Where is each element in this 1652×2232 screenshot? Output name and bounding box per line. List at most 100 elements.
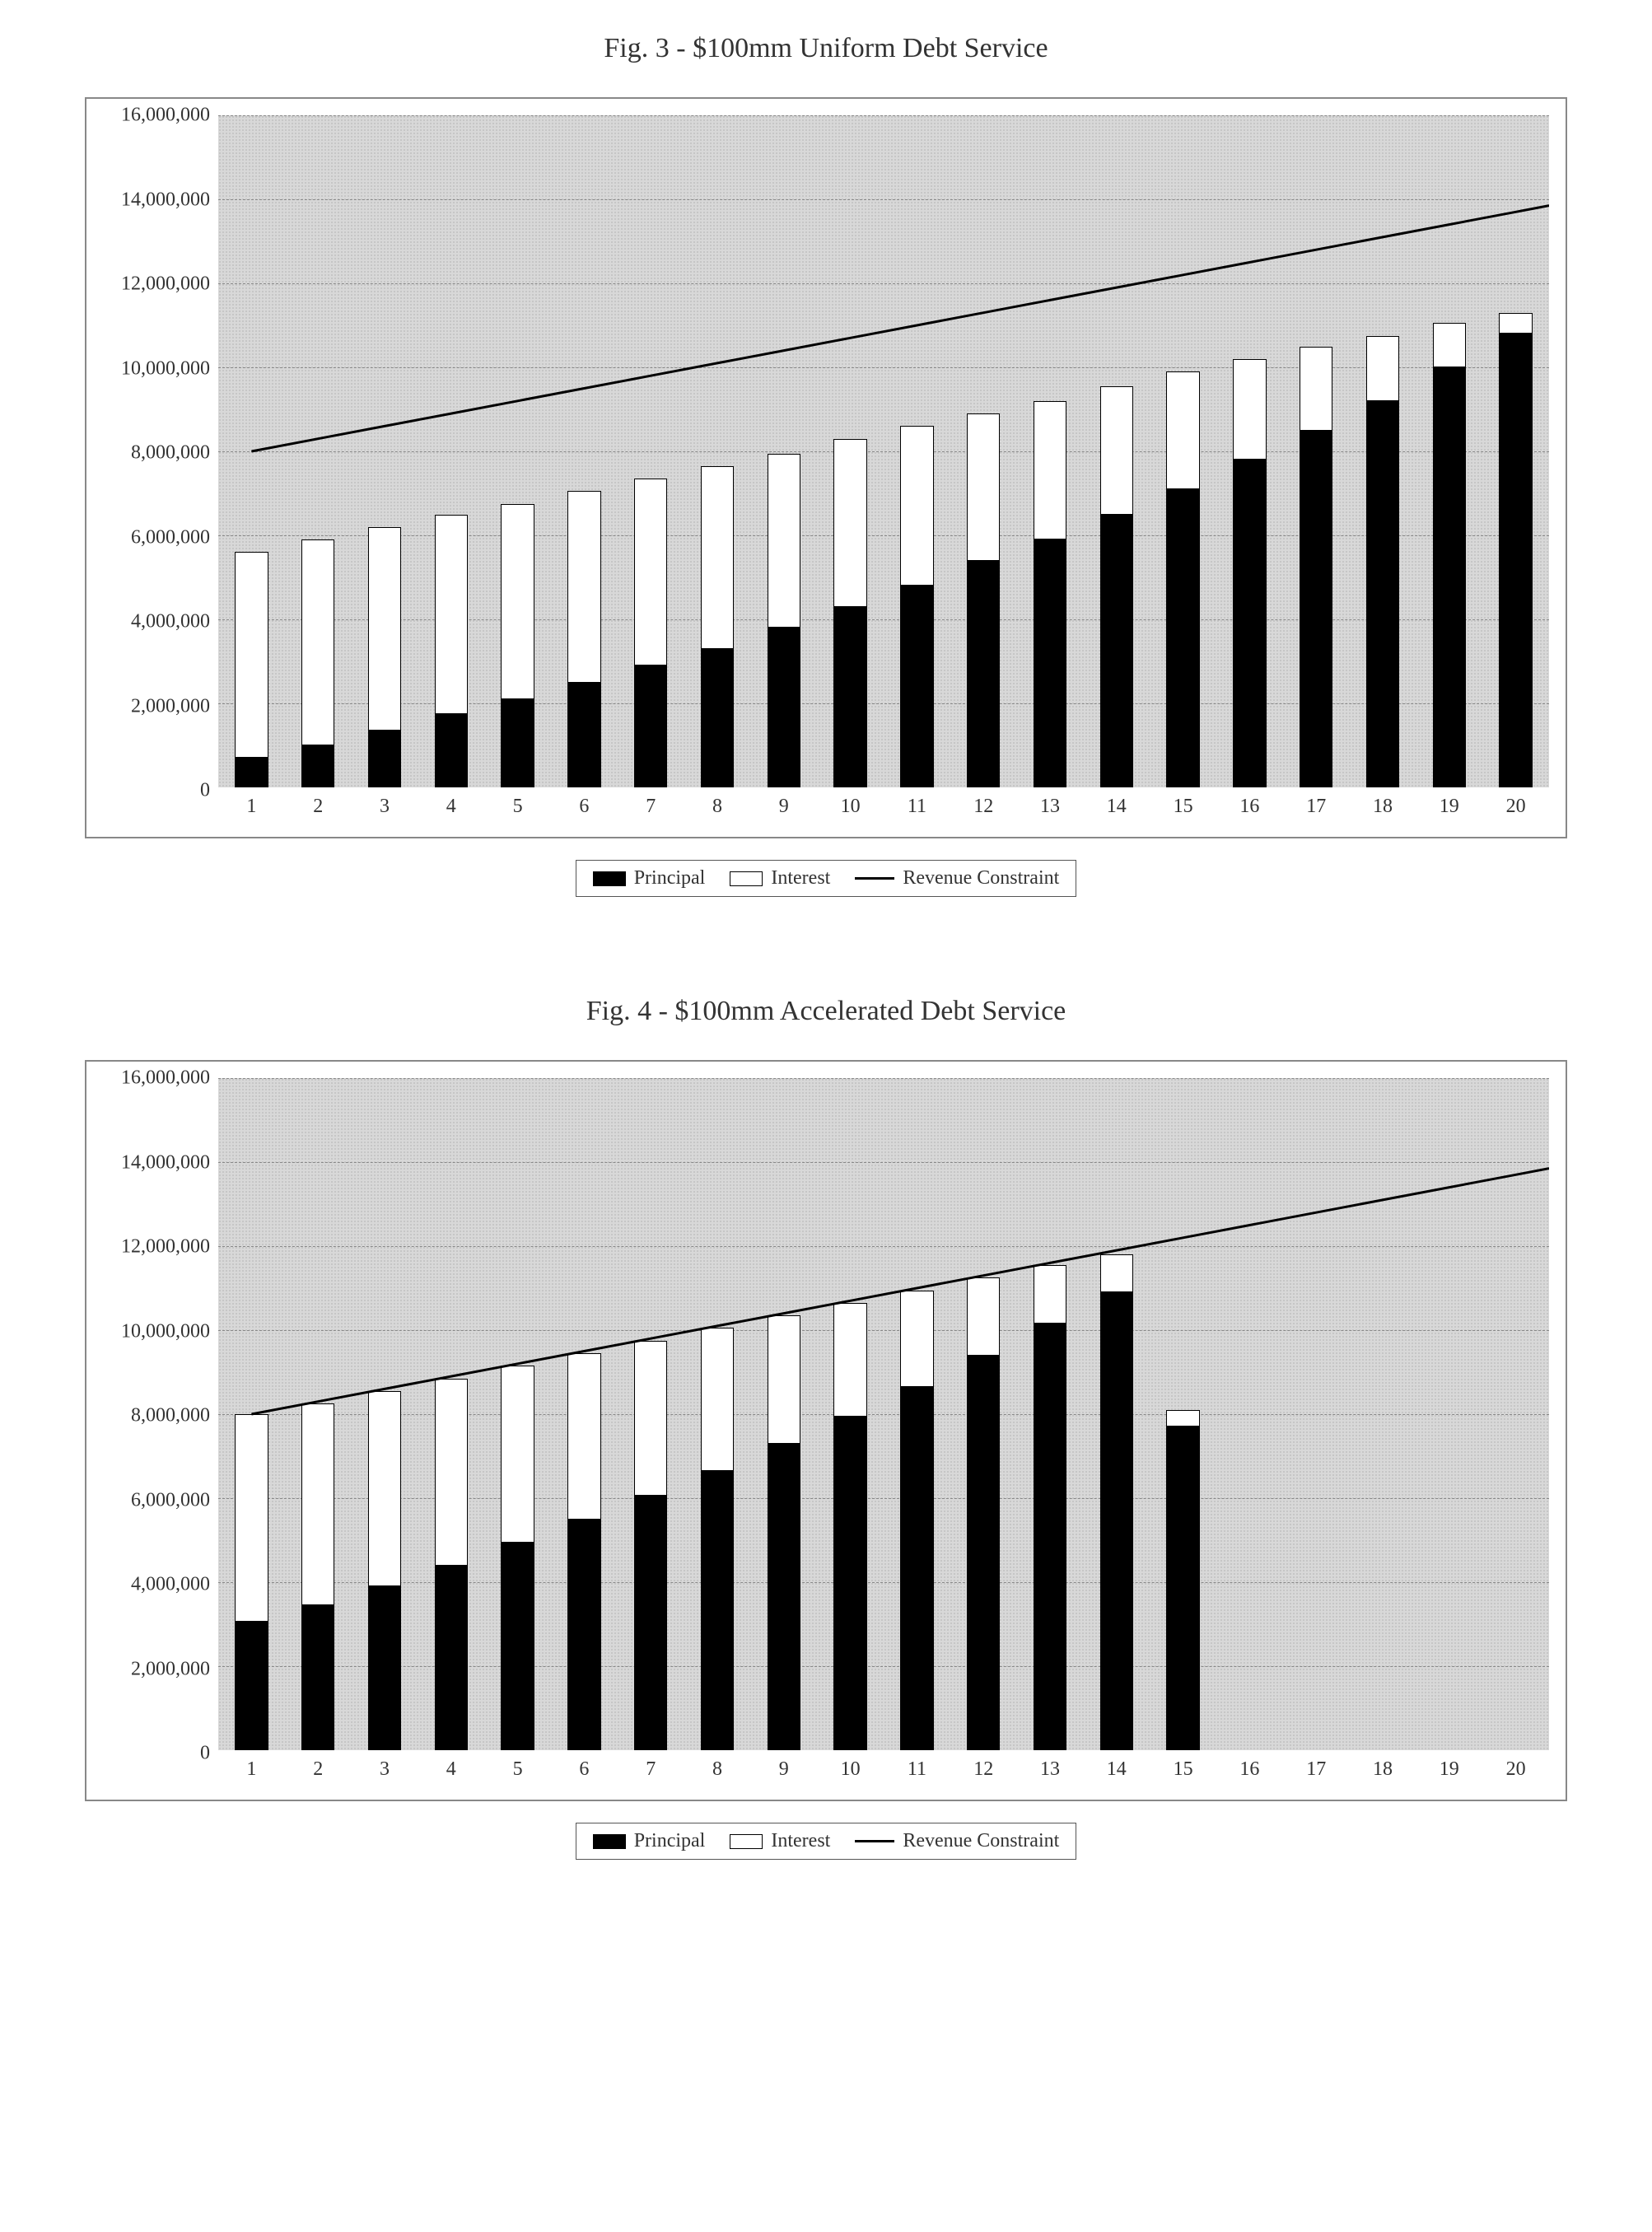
legend-interest: Interest <box>730 1830 830 1852</box>
bar-interest <box>1100 386 1133 515</box>
bar-principal <box>967 1356 1000 1750</box>
y-tick-label: 2,000,000 <box>86 1658 210 1680</box>
legend-principal: Principal <box>593 1830 706 1852</box>
bar-group <box>833 1078 866 1750</box>
bar-group <box>634 115 667 787</box>
x-tick-label: 11 <box>908 1758 926 1781</box>
bar-principal <box>1433 367 1466 787</box>
bar-interest <box>1433 323 1466 367</box>
x-tick-label: 1 <box>246 1758 256 1781</box>
legend: PrincipalInterestRevenue Constraint <box>576 860 1077 897</box>
x-tick-label: 5 <box>513 796 523 818</box>
bar-group <box>900 1078 933 1750</box>
x-tick-label: 20 <box>1506 1758 1526 1781</box>
x-tick-label: 3 <box>380 796 390 818</box>
bar-interest <box>301 539 334 745</box>
x-tick-label: 6 <box>579 1758 589 1781</box>
y-tick-label: 0 <box>86 780 210 802</box>
y-tick-label: 14,000,000 <box>86 1151 210 1174</box>
x-tick-label: 19 <box>1440 1758 1459 1781</box>
legend-revenue-label: Revenue Constraint <box>903 867 1059 890</box>
bar-group <box>701 115 734 787</box>
bar-principal <box>435 714 468 787</box>
bar-interest <box>1100 1254 1133 1292</box>
bar-principal <box>235 758 268 787</box>
fig3-chart: 123456789101112131415161718192002,000,00… <box>85 97 1567 838</box>
bar-interest <box>1034 401 1066 539</box>
bar-interest <box>900 1291 933 1387</box>
bar-principal <box>967 561 1000 787</box>
legend-principal: Principal <box>593 867 706 890</box>
bar-interest <box>1166 371 1199 489</box>
fig3-title: Fig. 3 - $100mm Uniform Debt Service <box>85 33 1567 64</box>
bar-interest <box>301 1403 334 1605</box>
bar-interest <box>1166 1410 1199 1427</box>
bar-principal <box>1166 1427 1199 1750</box>
bar-principal <box>1366 401 1399 787</box>
bar-group <box>701 1078 734 1750</box>
y-tick-label: 12,000,000 <box>86 273 210 296</box>
bar-interest <box>1300 347 1332 431</box>
bar-principal <box>900 586 933 787</box>
bar-principal <box>301 745 334 787</box>
bar-group <box>368 1078 401 1750</box>
bar-principal <box>501 699 534 787</box>
bar-principal <box>701 1471 734 1750</box>
bar-interest <box>768 1315 800 1444</box>
bar-principal <box>1034 1324 1066 1750</box>
y-tick-label: 14,000,000 <box>86 189 210 211</box>
bar-interest <box>768 454 800 628</box>
bar-principal <box>1034 539 1066 787</box>
bar-interest <box>1233 359 1266 460</box>
x-tick-label: 12 <box>973 796 993 818</box>
bar-group <box>1166 115 1199 787</box>
fig4-chart: 123456789101112131415161718192002,000,00… <box>85 1060 1567 1801</box>
bar-interest <box>235 552 268 758</box>
bar-interest <box>634 1341 667 1497</box>
bar-group <box>435 1078 468 1750</box>
bar-group <box>1100 115 1133 787</box>
x-tick-label: 4 <box>446 796 456 818</box>
bar-interest <box>833 439 866 607</box>
bar-interest <box>833 1303 866 1417</box>
x-tick-label: 7 <box>646 1758 656 1781</box>
bar-interest <box>900 426 933 586</box>
interest-swatch <box>730 871 763 886</box>
bar-group <box>1366 115 1399 787</box>
x-tick-label: 1 <box>246 796 256 818</box>
x-tick-label: 10 <box>841 1758 861 1781</box>
bar-group <box>301 1078 334 1750</box>
bar-group <box>967 115 1000 787</box>
x-tick-label: 3 <box>380 1758 390 1781</box>
bar-interest <box>1366 336 1399 401</box>
bar-group <box>967 1078 1000 1750</box>
x-tick-label: 5 <box>513 1758 523 1781</box>
x-tick-label: 16 <box>1239 1758 1259 1781</box>
bar-interest <box>501 504 534 699</box>
y-tick-label: 2,000,000 <box>86 695 210 717</box>
x-tick-label: 4 <box>446 1758 456 1781</box>
y-tick-label: 10,000,000 <box>86 357 210 380</box>
bar-principal <box>1166 489 1199 787</box>
principal-swatch <box>593 871 626 886</box>
bar-principal <box>1499 334 1532 787</box>
bar-interest <box>567 1353 600 1519</box>
bar-principal <box>567 1520 600 1751</box>
bar-group <box>235 1078 268 1750</box>
bar-interest <box>634 479 667 665</box>
y-tick-label: 0 <box>86 1743 210 1765</box>
x-tick-label: 9 <box>779 796 789 818</box>
y-tick-label: 10,000,000 <box>86 1320 210 1342</box>
bar-principal <box>301 1605 334 1750</box>
x-tick-label: 20 <box>1506 796 1526 818</box>
bar-group <box>435 115 468 787</box>
x-tick-label: 13 <box>1040 796 1060 818</box>
y-tick-label: 12,000,000 <box>86 1236 210 1258</box>
bar-principal <box>567 683 600 788</box>
bar-group <box>1034 115 1066 787</box>
bar-principal <box>833 1417 866 1750</box>
bar-interest <box>1034 1265 1066 1324</box>
y-tick-label: 8,000,000 <box>86 1405 210 1427</box>
bar-interest <box>967 1277 1000 1355</box>
legend-revenue: Revenue Constraint <box>855 867 1059 890</box>
